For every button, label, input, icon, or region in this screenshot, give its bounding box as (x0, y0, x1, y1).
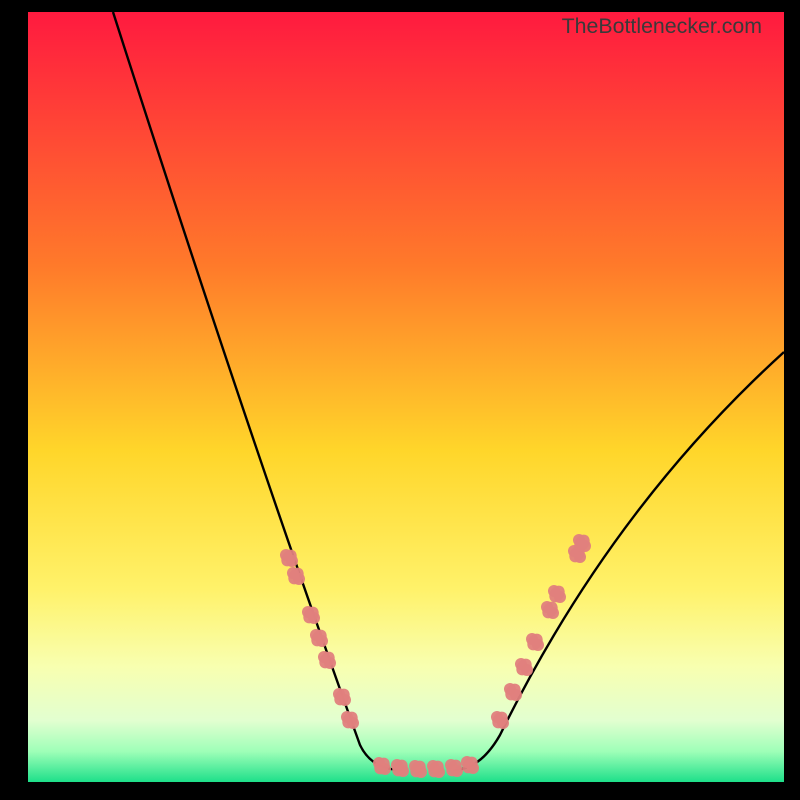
marker-left-5 (331, 686, 353, 709)
marker-floor-0 (371, 755, 393, 778)
marker-floor-3 (425, 758, 447, 781)
marker-floor-2 (407, 758, 429, 781)
chart-frame: TheBottlenecker.com (0, 0, 800, 800)
right-curve (453, 352, 784, 770)
marker-right-1 (502, 681, 524, 704)
marker-left-4 (316, 649, 338, 672)
marker-right-0 (489, 709, 511, 732)
marker-floor-1 (389, 757, 411, 780)
marker-right-3 (524, 631, 546, 654)
marker-left-6 (339, 709, 361, 732)
plot-area: TheBottlenecker.com (28, 12, 784, 782)
curves-layer (28, 12, 784, 782)
marker-left-2 (300, 604, 322, 627)
left-curve (113, 12, 402, 770)
marker-left-3 (308, 627, 330, 650)
markers-group (278, 532, 593, 781)
